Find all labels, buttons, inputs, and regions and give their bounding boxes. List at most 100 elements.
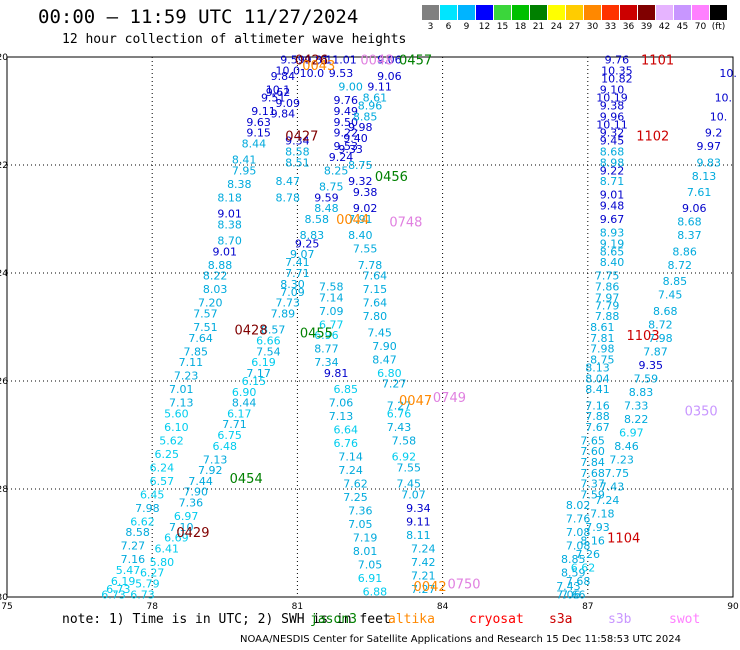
swh-value: 9.38 — [353, 186, 378, 199]
y-tick-label: -20 — [0, 53, 8, 63]
pass-time-label: 1102 — [636, 129, 669, 144]
swh-value: 6.80 — [377, 367, 402, 380]
x-tick-label: 81 — [292, 602, 303, 612]
swh-value: 6.41 — [154, 542, 179, 555]
swh-value: 7.23 — [174, 370, 199, 383]
swh-value: 7.18 — [590, 507, 615, 520]
swh-value: 9.45 — [600, 135, 625, 148]
swh-value: 9.50 — [334, 116, 359, 129]
swh-value: 7.34 — [314, 356, 339, 369]
colorbar-label: 9 — [463, 22, 470, 32]
page-subtitle: 12 hour collection of altimeter wave hei… — [62, 32, 407, 47]
swh-value: 6.24 — [150, 461, 175, 474]
swh-value: 7.17 — [246, 367, 271, 380]
pass-time-label: 1103 — [627, 329, 660, 344]
swh-value: 7.75 — [595, 270, 620, 283]
swh-value: 9.11 — [406, 515, 431, 528]
swh-value: 7.37 — [580, 478, 605, 491]
swh-value: 8.22 — [624, 413, 649, 426]
swh-value: 6.19 — [251, 356, 276, 369]
swh-value: 8.38 — [227, 178, 252, 191]
swh-value: 6.17 — [227, 407, 252, 420]
swh-value: 9.81 — [324, 367, 349, 380]
swh-value: 8.75 — [319, 181, 344, 194]
swh-value: 9.81 — [305, 54, 330, 67]
swh-value: 7.67 — [585, 421, 610, 434]
swh-value: 9.35 — [638, 359, 663, 372]
swh-value: 7.76 — [566, 513, 591, 526]
swh-value: 8.68 — [600, 146, 625, 159]
swh-value: 9.38 — [600, 100, 625, 113]
swh-value: 8.16 — [580, 534, 605, 547]
swh-value: 7.27 — [121, 540, 146, 553]
swh-value: 8.02 — [566, 499, 591, 512]
swh-value: 7.44 — [188, 475, 213, 488]
swh-value: 7.43 — [600, 480, 625, 493]
swh-value: 7.62 — [343, 478, 368, 491]
swh-value: 8.01 — [353, 545, 378, 558]
pass-time-label: 0042 — [414, 580, 447, 595]
swh-value: 7.59 — [634, 372, 659, 385]
colorbar-swatch — [602, 5, 619, 20]
swh-value: 7.16 — [121, 553, 146, 566]
pass-time-label: 0748 — [389, 216, 422, 231]
pass-time-label: 0047 — [399, 394, 432, 409]
swh-value: 7.33 — [624, 399, 649, 412]
swh-value: 7.85 — [184, 345, 209, 358]
swh-value: 7.42 — [411, 556, 436, 569]
swh-value: 9.06 — [377, 54, 402, 67]
colorbar-label: 24 — [550, 22, 563, 32]
pass-time-label: 0750 — [447, 578, 480, 593]
swh-value: 8.75 — [590, 353, 615, 366]
swh-value: 9.62 — [266, 86, 291, 99]
swh-value: 8.47 — [372, 353, 397, 366]
colorbar-swatch — [584, 5, 601, 20]
y-tick-label: -28 — [0, 485, 8, 495]
swh-value: 9.07 — [290, 248, 315, 261]
swh-value: 7.88 — [585, 410, 610, 423]
swh-value: 7.98 — [590, 343, 615, 356]
swh-value: 5.62 — [159, 434, 184, 447]
swh-value: 6.73 — [130, 588, 155, 601]
colorbar-label: 30 — [586, 22, 599, 32]
swh-value: 7.08 — [566, 540, 591, 553]
swh-value: 10.11 — [596, 119, 628, 132]
swh-value: 8.93 — [600, 227, 625, 240]
swh-value: 7.58 — [319, 281, 344, 294]
swh-value: 6.97 — [174, 510, 199, 523]
swh-value: 8.40 — [600, 256, 625, 269]
swh-value: 8.44 — [232, 397, 257, 410]
swh-value: 6.75 — [217, 429, 242, 442]
swh-value: 8.48 — [314, 202, 339, 215]
swh-value: 6.91 — [358, 572, 383, 585]
swh-value: 10.0 — [300, 67, 325, 80]
swh-value: 9.06 — [377, 70, 402, 83]
swh-value: 8.25 — [324, 164, 349, 177]
swh-value: 7.68 — [566, 575, 591, 588]
swh-value: 8.77 — [314, 343, 339, 356]
credit-line: NOAA/NESDIS Center for Satellite Applica… — [240, 634, 682, 645]
swh-value: 8.85 — [353, 110, 378, 123]
swh-value: 7.87 — [643, 345, 668, 358]
swh-value: 6.77 — [319, 318, 344, 331]
swh-value: 7.64 — [188, 332, 213, 345]
swh-value: 7.90 — [184, 486, 209, 499]
pass-time-label: 0455 — [300, 326, 333, 341]
colorbar-label: 15 — [496, 22, 509, 32]
x-tick-label: 90 — [727, 602, 739, 612]
swh-value: 9.67 — [600, 213, 625, 226]
colorbar-label: 27 — [568, 22, 581, 32]
swh-value: 7.14 — [338, 451, 363, 464]
swh-value: 7.64 — [363, 270, 388, 283]
x-tick-label: 78 — [146, 602, 158, 612]
swh-value: 7.41 — [285, 256, 310, 269]
y-tick-label: -22 — [0, 161, 8, 171]
pass-time-label: 0429 — [176, 526, 209, 541]
colorbar-swatch — [692, 5, 709, 20]
pass-time-label: 0749 — [433, 391, 466, 406]
colorbar-swatch — [458, 5, 475, 20]
swh-value: 8.30 — [280, 278, 305, 291]
swh-value: 7.25 — [343, 491, 368, 504]
swh-value: 10.19 — [596, 92, 628, 105]
x-tick-label: 75 — [1, 602, 12, 612]
